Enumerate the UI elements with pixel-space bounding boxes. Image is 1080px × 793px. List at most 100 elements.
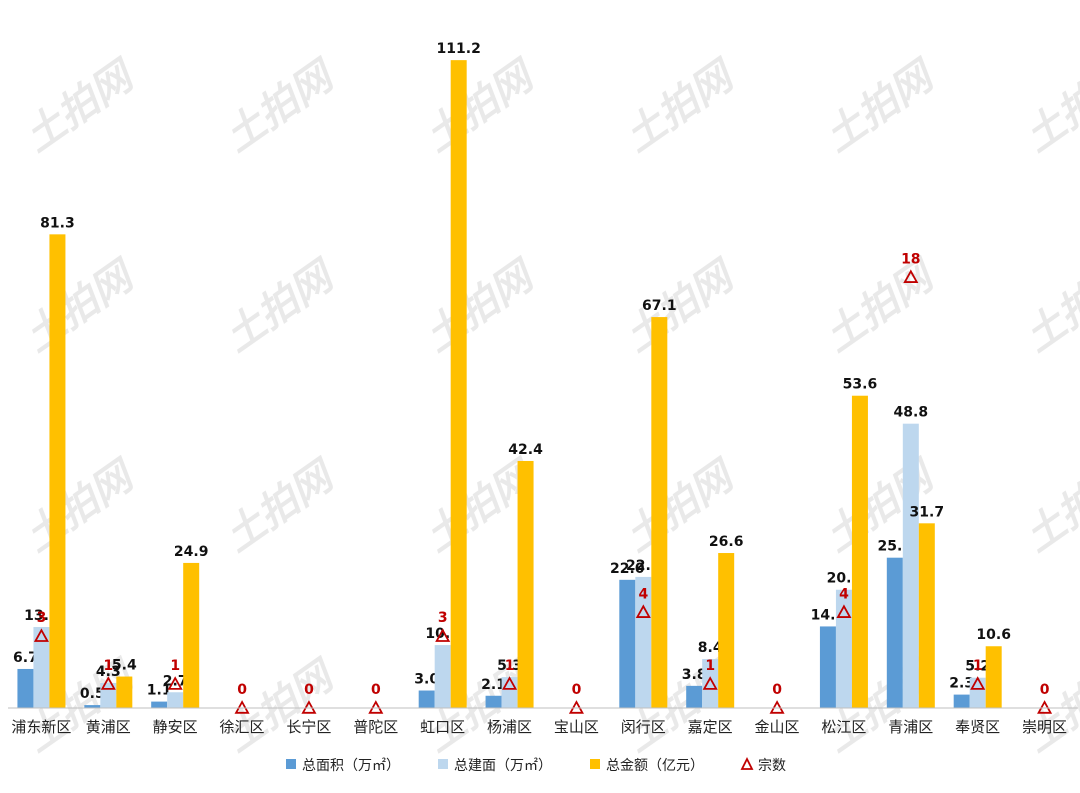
- count-marker-1: [100, 676, 116, 690]
- count-value-label: 0: [304, 682, 314, 698]
- count-value-label: 3: [37, 610, 47, 626]
- bar-value-label: 22.0: [610, 561, 645, 577]
- watermark-text: 土拍网: [616, 51, 746, 161]
- bar-value-label: 2.1: [481, 677, 506, 693]
- category-label: 松江区: [821, 718, 866, 736]
- category-label: 黄浦区: [86, 718, 131, 736]
- category-label: 嘉定区: [688, 718, 733, 736]
- bar-value-label: 111.2: [437, 41, 481, 57]
- legend-label: 总建面（万㎡）: [454, 758, 552, 774]
- bar-2-7: [517, 460, 534, 708]
- category-label: 静安区: [153, 718, 198, 736]
- count-marker-3: [234, 700, 250, 714]
- category-label: 长宁区: [286, 718, 331, 736]
- category-label: 普陀区: [353, 718, 398, 736]
- legend: 总面积（万㎡） 总建面（万㎡） 总金额（亿元） 宗数: [286, 756, 786, 774]
- count-value-label: 0: [1040, 682, 1050, 698]
- count-value-label: 0: [772, 682, 782, 698]
- category-label: 崇明区: [1022, 718, 1067, 736]
- category-label: 金山区: [755, 718, 800, 736]
- bar-2-2: [183, 562, 200, 708]
- watermark-text: 土拍网: [216, 251, 346, 361]
- bar-value-label: 31.7: [910, 504, 945, 520]
- category-label: 奉贤区: [955, 718, 1000, 736]
- bar-1-13: [902, 423, 919, 708]
- watermark-text: 土拍网: [16, 251, 146, 361]
- count-marker-15: [1037, 700, 1053, 714]
- bar-value-label: 5.4: [112, 658, 137, 674]
- count-value-label: 3: [438, 610, 448, 626]
- bar-0-13: [886, 557, 903, 708]
- legend-label: 总金额（亿元）: [606, 758, 704, 774]
- legend-label: 总面积（万㎡）: [302, 758, 400, 774]
- category-label: 虹口区: [420, 718, 465, 736]
- bar-0-6: [418, 690, 435, 708]
- count-marker-9: [635, 604, 651, 618]
- watermark-text: 土拍网: [1016, 451, 1080, 561]
- bar-0-7: [485, 695, 502, 708]
- bar-value-label: 3.0: [414, 672, 439, 688]
- bar-value-label: 26.6: [709, 534, 744, 550]
- bar-value-label: 3.8: [682, 667, 707, 683]
- bar-2-10: [718, 553, 735, 708]
- bar-value-label: 2.7: [163, 673, 188, 689]
- count-marker-7: [502, 676, 518, 690]
- watermark-text: 土拍网: [16, 51, 146, 161]
- bar-0-10: [686, 685, 703, 708]
- bar-0-12: [819, 626, 836, 708]
- count-marker-12: [836, 604, 852, 618]
- count-marker-13: [903, 269, 919, 283]
- watermark-text: 土拍网: [1016, 651, 1080, 761]
- watermark-text: 土拍网: [216, 451, 346, 561]
- count-value-label: 1: [505, 658, 515, 674]
- count-value-label: 4: [638, 586, 648, 602]
- count-marker-4: [301, 700, 317, 714]
- category-label: 徐汇区: [220, 718, 265, 736]
- bar-value-label: 81.3: [40, 215, 75, 231]
- bar-2-1: [116, 676, 133, 708]
- bar-1-7: [501, 677, 518, 708]
- bar-value-label: 0.5: [80, 686, 105, 702]
- bar-value-label: 6.7: [13, 650, 38, 666]
- watermark-text: 土拍网: [216, 51, 346, 161]
- watermark-text: 土拍网: [16, 451, 146, 561]
- category-label: 闵行区: [621, 718, 666, 736]
- count-value-label: 4: [839, 586, 849, 602]
- legend-marker-icon: [740, 756, 754, 770]
- bar-1-12: [835, 589, 852, 708]
- bar-1-9: [635, 576, 652, 708]
- count-value-label: 0: [371, 682, 381, 698]
- count-marker-6: [435, 628, 451, 642]
- bar-value-label: 1.1: [147, 683, 172, 699]
- count-value-label: 1: [705, 658, 715, 674]
- category-label: 宝山区: [554, 718, 599, 736]
- watermark-text: 土拍网: [616, 251, 746, 361]
- count-marker-14: [970, 676, 986, 690]
- category-label: 青浦区: [888, 718, 933, 736]
- bar-0-9: [619, 579, 636, 708]
- bar-value-label: 42.4: [508, 442, 543, 458]
- bar-value-label: 48.8: [894, 405, 929, 421]
- bars-layer: 6.713.981.330.54.35.411.12.724.910 0 03.01…: [13, 41, 1053, 714]
- category-labels: 浦东新区 黄浦区 静安区 徐汇区 长宁区 普陀区 虹口区 杨浦区 宝山区 闵行区 嘉定区 金山区 松江区…: [11, 718, 1067, 736]
- watermark-text: 土拍网: [816, 251, 946, 361]
- watermark-text: 土拍网: [416, 251, 546, 361]
- count-value-label: 1: [103, 658, 113, 674]
- bar-1-0: [33, 627, 50, 708]
- bar-0-0: [17, 668, 34, 708]
- legend-swatch: [286, 759, 296, 769]
- bar-value-label: 4.3: [96, 664, 121, 680]
- bar-0-2: [151, 701, 168, 708]
- count-value-label: 1: [170, 658, 180, 674]
- bar-0-1: [84, 705, 101, 708]
- bar-value-label: 24.9: [174, 544, 209, 560]
- watermark-text: 土拍网: [216, 651, 346, 761]
- bar-1-14: [969, 677, 986, 708]
- bar-2-9: [651, 317, 668, 708]
- bar-value-label: 5.2: [965, 659, 990, 675]
- bar-value-label: 8.4: [698, 640, 723, 656]
- watermark-text: 土拍网: [416, 51, 546, 161]
- legend-label: 宗数: [758, 758, 786, 774]
- count-value-label: 1: [973, 658, 983, 674]
